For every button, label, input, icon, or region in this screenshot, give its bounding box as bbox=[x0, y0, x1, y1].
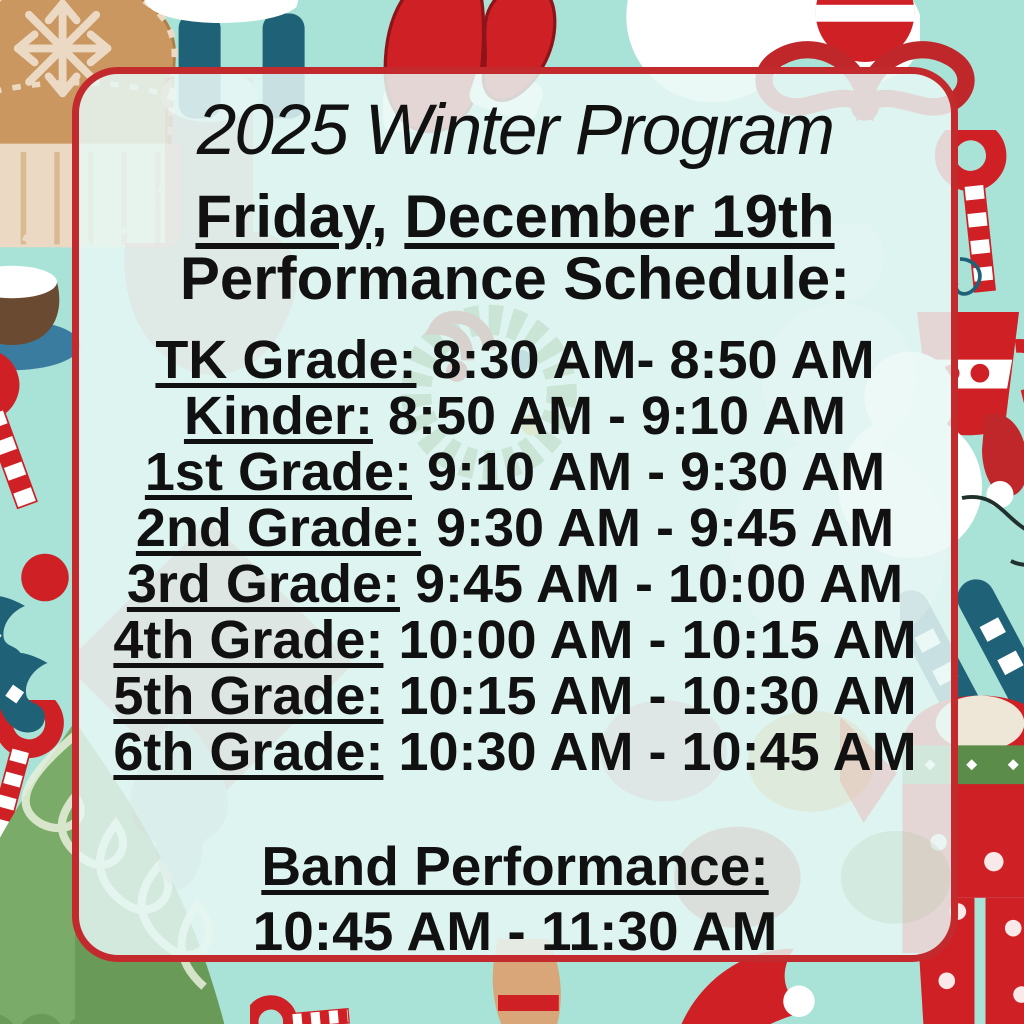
svg-text:2025 Winter Program: 2025 Winter Program bbox=[196, 91, 833, 170]
